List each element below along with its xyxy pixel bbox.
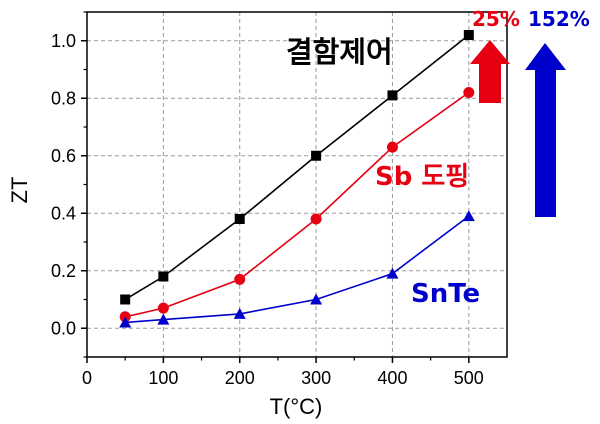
data-point-1: [157, 302, 169, 314]
x-axis-label: T(°C): [270, 394, 323, 419]
y-tick-label: 0.4: [51, 203, 76, 223]
label-defect-control: 결함제어: [286, 35, 393, 69]
x-axis-ticks: 0 100 200 300 400 500: [82, 357, 484, 388]
series-group: [119, 30, 475, 328]
y-axis-ticks: 0.0 0.2 0.4 0.6 0.8 1.0: [51, 11, 87, 358]
x-tick-label: 300: [301, 368, 331, 388]
data-point-1: [463, 87, 475, 98]
x-tick-label: 0: [82, 368, 92, 388]
x-tick-label: 400: [377, 368, 407, 388]
data-point-1: [234, 273, 246, 285]
y-tick-label: 0.8: [51, 88, 76, 108]
data-point-2: [462, 210, 475, 222]
data-point-2: [386, 267, 399, 279]
y-tick-label: 0.0: [51, 318, 76, 338]
blue-up-arrow: [525, 43, 566, 217]
data-point-1: [310, 213, 322, 225]
data-point-2: [233, 307, 246, 319]
y-axis-label: ZT: [7, 177, 32, 204]
x-tick-label: 100: [148, 368, 178, 388]
data-point-0: [234, 214, 245, 224]
y-tick-label: 0.6: [51, 146, 76, 166]
y-tick-label: 1.0: [51, 31, 76, 51]
percent-152-label: 152%: [528, 7, 590, 31]
label-sb-doping: Sb 도핑: [375, 162, 469, 192]
series-line-1: [125, 91, 470, 318]
data-point-0: [120, 294, 131, 305]
data-point-0: [387, 90, 398, 101]
label-snte: SnTe: [411, 279, 480, 309]
data-point-2: [157, 313, 170, 325]
series-line-0: [124, 34, 470, 301]
data-point-0: [311, 150, 322, 161]
series-line-2: [125, 215, 470, 324]
x-tick-label: 500: [454, 368, 484, 388]
percent-25-label: 25%: [472, 7, 520, 31]
data-point-2: [119, 316, 132, 328]
x-tick-label: 200: [225, 368, 255, 388]
data-point-1: [386, 141, 398, 153]
red-up-arrow: [470, 40, 510, 103]
y-tick-label: 0.2: [51, 261, 76, 281]
data-point-2: [310, 293, 323, 305]
data-point-0: [158, 271, 169, 282]
data-point-0: [463, 30, 474, 40]
grid-lines: [87, 12, 507, 357]
